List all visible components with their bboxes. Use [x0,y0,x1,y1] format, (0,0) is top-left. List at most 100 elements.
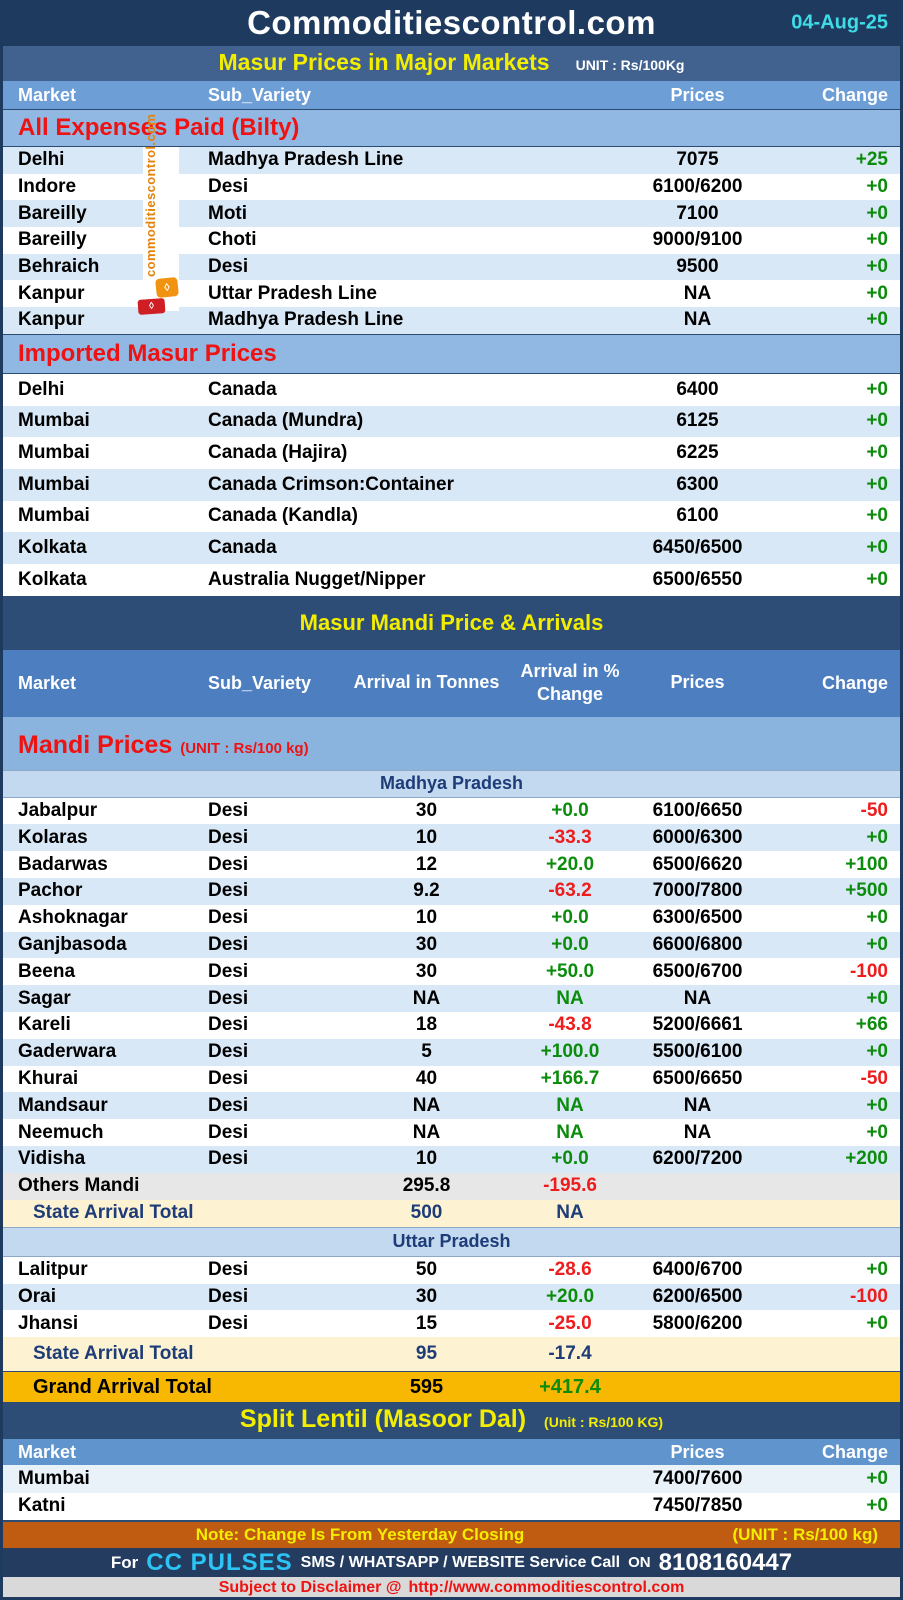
mandi-row: Ashoknagar Desi 10 +0.0 6300/6500 +0 [3,904,900,932]
price-cell: 6100/6650 [652,800,743,822]
column-header-prices: Prices [670,1441,725,1462]
change-cell: +0 [866,934,888,955]
arrival-cell: 9.2 [413,880,440,902]
state-total-row-mp: State Arrival Total 500 NA [3,1199,900,1227]
column-header-prices: Prices [670,84,725,105]
watermark-text: commoditiescontrol.com [143,113,158,277]
arrival-pct-cell: +100.0 [540,1041,600,1063]
column-header-arrival: Arrival in Tonnes [353,672,500,693]
variety-cell: Madhya Pradesh Line [208,309,404,331]
arrival-cell: 40 [415,1067,438,1089]
change-cell: +0 [866,1495,888,1517]
mandi-row: Kareli Desi 18 -43.8 5200/6661 +66 [3,1012,900,1039]
price-cell: 7400/7600 [652,1467,743,1489]
market-cell: Khurai [18,1067,79,1089]
cc-for-label: For [110,1552,139,1572]
variety-cell: Desi [208,907,249,929]
market-cell: Katni [18,1495,66,1517]
cc-services-label: SMS / WHATSAPP / WEBSITE Service Call [300,1553,621,1571]
disclaimer-url[interactable]: http://www.commoditiescontrol.com [408,1578,685,1596]
table-row: Mumbai Canada (Mundra) 6125 +0 [3,405,900,438]
arrival-pct-cell: NA [556,987,584,1009]
mandi-table-header: Market Sub_Variety Arrival in Tonnes Arr… [3,649,900,717]
price-cell: 7000/7800 [652,880,743,902]
market-cell: Jhansi [18,1312,79,1334]
arrival-pct-cell: +0.0 [551,1148,589,1170]
price-cell: 6500/6650 [652,1067,743,1089]
change-cell: +0 [866,410,888,432]
change-cell: +0 [866,537,888,559]
arrival-cell: 18 [415,1014,438,1036]
table-row: Delhi Canada 6400 +0 [3,373,900,406]
market-cell: Kolaras [18,826,88,848]
commoditiescontrol-logo-icon: ◊ ◊ [136,276,182,316]
mandi-row: Orai Desi 30 +20.0 6200/6500 -100 [3,1283,900,1311]
market-cell: Jabalpur [18,800,98,822]
mandi-row: Neemuch Desi NA NA NA +0 [3,1119,900,1146]
variety-cell: Desi [208,880,249,902]
arrival-pct-cell: -25.0 [548,1312,592,1334]
variety-cell: Desi [208,1014,249,1036]
arrival-cell: 95 [415,1343,438,1365]
change-cell: +0 [866,473,888,495]
column-header-change: Change [821,1441,888,1462]
imported-rows: Delhi Canada 6400 +0 Mumbai Canada (Mund… [3,373,900,596]
column-header-change: Change [821,672,888,693]
change-cell: +25 [855,149,888,171]
change-cell: +0 [866,568,888,590]
column-header-market: Market [18,84,77,105]
market-cell: Kareli [18,1014,71,1036]
arrival-pct-cell: +417.4 [539,1375,601,1398]
change-cell: +0 [866,826,888,848]
mandi-row: Jabalpur Desi 30 +0.0 6100/6650 -50 [3,797,900,825]
price-cell: 7100 [676,202,719,224]
price-cell: 6200/7200 [652,1148,743,1170]
market-cell: Badarwas [18,853,108,875]
price-cell: 6500/6700 [652,960,743,982]
note-bar: Note: Change Is From Yesterday Closing (… [3,1520,900,1549]
change-cell: +0 [866,378,888,400]
column-header-change: Change [821,84,888,105]
market-cell: Kanpur [18,282,85,304]
column-header-prices: Prices [670,672,725,693]
variety-cell: Desi [208,176,249,198]
variety-cell: Desi [208,1148,249,1170]
arrival-pct-cell: +166.7 [540,1067,600,1089]
logo-orange-square: ◊ [155,276,179,299]
arrival-cell: 30 [415,934,438,955]
market-cell: Beena [18,960,76,982]
split-lentil-banner: Split Lentil (Masoor Dal) (Unit : Rs/100… [3,1403,900,1440]
mandi-title: Masur Mandi Price & Arrivals [299,609,604,635]
variety-cell: Uttar Pradesh Line [208,282,377,304]
arrival-cell: 50 [415,1259,438,1281]
column-header-market: Market [18,672,77,693]
market-cell: Neemuch [18,1121,104,1143]
price-cell: 6450/6500 [652,537,743,559]
others-label: Others Mandi [18,1175,140,1197]
variety-cell: Desi [208,934,249,955]
arrival-pct-cell: NA [556,1202,584,1224]
change-cell: +0 [866,202,888,224]
major-markets-title: Masur Prices in Major Markets [218,49,550,75]
split-lentil-title: Split Lentil (Masoor Dal) [239,1405,527,1434]
price-cell: 9500 [676,256,719,278]
change-cell: +100 [845,853,888,875]
mandi-prices-header: Mandi Prices (UNIT : Rs/100 kg) [3,716,900,770]
report-date: 04-Aug-25 [791,11,888,34]
variety-cell: Desi [208,1067,249,1089]
variety-cell: Desi [208,987,249,1009]
cc-pulses-bar: For CC PULSES SMS / WHATSAPP / WEBSITE S… [3,1548,900,1578]
state-total-label: State Arrival Total [33,1343,194,1365]
variety-cell: Moti [208,202,248,224]
market-cell: Pachor [18,880,83,902]
variety-cell: Desi [208,1285,249,1307]
column-header-variety: Sub_Variety [208,672,312,693]
note-text: Note: Change Is From Yesterday Closing [195,1525,525,1545]
change-cell: +0 [866,1041,888,1063]
mandi-row: Gaderwara Desi 5 +100.0 5500/6100 +0 [3,1038,900,1066]
change-cell: +0 [866,1312,888,1334]
change-cell: +0 [866,907,888,929]
column-header-variety: Sub_Variety [208,84,312,105]
market-cell: Mandsaur [18,1094,108,1116]
market-cell: Delhi [18,149,65,171]
